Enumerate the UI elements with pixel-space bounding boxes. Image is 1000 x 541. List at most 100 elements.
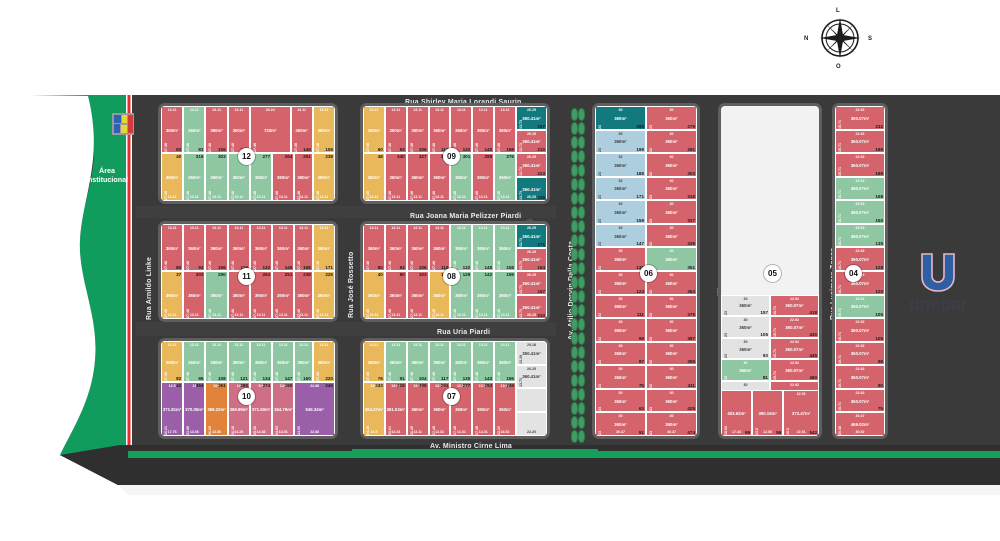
lot[interactable]: 13.11 360m² 27.48 40 bbox=[161, 153, 184, 201]
lot[interactable]: 26.25 360.41m² 13.73 210 bbox=[516, 129, 547, 153]
lot[interactable]: 13.11 360m² 27.48 264 bbox=[249, 271, 273, 319]
lot[interactable]: 30 360m² 23 303 bbox=[646, 153, 697, 177]
lot[interactable]: 13.11 360m² 27.48 95 bbox=[183, 341, 206, 383]
lot[interactable]: 26.25 360.41m² 13.73 bbox=[516, 364, 547, 388]
lot[interactable]: 13.11 360m² 27.48 48 bbox=[363, 153, 385, 201]
lot[interactable]: 13.11 360m² 27.48 37 bbox=[161, 271, 184, 319]
block-number-badge[interactable]: 04 bbox=[845, 265, 862, 282]
lot[interactable]: 22.92 360.07m² 15.71 150 bbox=[835, 200, 885, 224]
lot[interactable]: 13.11 360m² 27.48 108 bbox=[205, 341, 228, 383]
block[interactable]: 13.11 360m² 27.48 80 13.11 360m² 27.48 93 13.11 3… bbox=[158, 221, 338, 322]
lot[interactable]: 13.11 360m² 27.48 90 bbox=[384, 271, 407, 319]
block-number-badge[interactable]: 11 bbox=[238, 268, 255, 285]
lot[interactable]: 13.11 14.31 360m² 27.48 263 bbox=[472, 382, 495, 436]
lot[interactable]: 22.92 360.07m² 15.71 430 bbox=[770, 316, 819, 338]
lot[interactable]: 30 360m² 23 157 bbox=[721, 294, 770, 317]
lot[interactable]: 13.11 360m² 27.48 103 bbox=[406, 271, 429, 319]
lot[interactable] bbox=[516, 388, 547, 412]
lot[interactable]: 13.11 360m² 27.48 119 bbox=[227, 224, 250, 272]
lot[interactable]: 13.11 360m² 27.48 80 bbox=[363, 224, 385, 272]
lot[interactable]: 13.11 360m² 27.48 93 bbox=[183, 224, 206, 272]
lot[interactable]: 30 360m² 23 111 bbox=[595, 294, 646, 319]
block-number-badge[interactable]: 07 bbox=[443, 388, 460, 405]
lot[interactable]: 13.11 360m² 27.48 146 bbox=[290, 106, 313, 154]
lot[interactable]: 13.11 360m² 27.48 145 bbox=[472, 224, 495, 272]
lot[interactable]: 22.92 22.91 373.47m² 15.5 543 bbox=[783, 390, 819, 436]
lot[interactable]: 13.11 360m² 27.48 251 bbox=[272, 271, 295, 319]
lot[interactable]: 30 360m² 23 123 bbox=[595, 271, 646, 295]
lot[interactable]: 13.11 360m² 27.48 117 bbox=[428, 341, 451, 383]
lot[interactable]: 26.24 720m² 27.48 bbox=[249, 106, 291, 154]
lot[interactable]: 22.92 360.07m² 15.71 445 bbox=[770, 337, 819, 360]
lot[interactable]: 13.11 360m² 27.48 220 bbox=[312, 341, 335, 383]
lot[interactable]: 22.92 360.07m² 15.71 75 bbox=[835, 388, 885, 413]
lot[interactable]: 13.11 360m² 27.48 132 bbox=[450, 224, 473, 272]
lot[interactable]: 30 360m² 23 339 bbox=[646, 223, 697, 248]
lot[interactable]: 30.47 30.92 469.02m² 20.48 bbox=[835, 412, 885, 436]
lot[interactable]: 22.92 360.07m² 15.71 168 bbox=[835, 176, 885, 201]
lot[interactable]: 13.11 360m² 27.48 277 bbox=[249, 153, 273, 201]
lot[interactable]: 13.11 360m² 27.48 140 bbox=[472, 106, 495, 154]
lot[interactable]: 30 360m² 23 199 bbox=[595, 129, 646, 154]
lot[interactable]: 13.11 360m² 27.48 106 bbox=[406, 224, 429, 272]
lot[interactable]: 30 360m² 23 291 bbox=[646, 129, 697, 154]
lot[interactable]: 13.11 360m² 27.48 327 bbox=[406, 153, 429, 201]
block-number-badge[interactable]: 05 bbox=[764, 265, 781, 282]
lot[interactable]: 13.11 360m² 27.48 171 bbox=[312, 224, 335, 272]
lot[interactable]: 26.25 360.41m² 13.73 197 bbox=[516, 106, 547, 130]
lot[interactable]: 13.8 13.56 368.22m² 26.65 361 bbox=[205, 382, 228, 436]
lot[interactable]: 12.5 17.76 371.81m² 20.21 42 bbox=[161, 382, 184, 436]
lot[interactable]: 13.11 360m² 27.48 130 bbox=[450, 341, 473, 383]
lot[interactable]: 26.25 360.41m² 13.73 184 bbox=[516, 247, 547, 271]
lot[interactable]: 30 360m² 23 399 bbox=[646, 341, 697, 366]
lot[interactable]: 25.18 350.41m² 13.19 bbox=[516, 341, 547, 365]
lot[interactable]: 13.11 360m² 27.48 238 bbox=[294, 271, 313, 319]
lot[interactable]: 13.11 360m² 27.48 83 bbox=[183, 106, 206, 154]
lot[interactable]: 13.11 360m² 27.48 159 bbox=[312, 106, 335, 154]
lot[interactable]: 13.11 360m² 27.48 160 bbox=[294, 341, 313, 383]
block[interactable]: 13.11 360m² 27.48 76 13.11 360m² 27.48 91 13.11 3… bbox=[360, 338, 550, 439]
lot[interactable]: 13.11 360m² 27.48 145 bbox=[272, 224, 295, 272]
lot[interactable]: 13.11 360m² 27.48 288 bbox=[472, 153, 495, 201]
lot[interactable]: 13.11 360m² 27.48 225 bbox=[312, 271, 335, 319]
lot[interactable]: 26.25 360.41m² 13.73 197 bbox=[516, 271, 547, 295]
lot[interactable]: 30 360m² 23 147 bbox=[595, 223, 646, 248]
lot[interactable]: 13.11 360m² 27.48 147 bbox=[272, 341, 295, 383]
lot[interactable]: 14.5 13.51 364.79m² 24.93 260 bbox=[272, 382, 295, 436]
lot[interactable]: 13.11 360m² 27.48 155 bbox=[494, 271, 516, 319]
lot[interactable]: 13.11 360m² 27.48 40 bbox=[363, 271, 385, 319]
block-number-badge[interactable]: 08 bbox=[443, 268, 460, 285]
lot[interactable]: 30 360m² 23 363 bbox=[646, 271, 697, 295]
lot[interactable]: 13.11 360m² 27.48 121 bbox=[227, 341, 250, 383]
lot[interactable]: 13.11 360m² 27.48 132 bbox=[249, 224, 273, 272]
lot[interactable]: 13.11 18.52 360m² 22.20 249 bbox=[494, 382, 516, 436]
lot[interactable]: 17.44 403.62m² 18.66 69 bbox=[721, 390, 753, 436]
lot[interactable]: 13.11 360m² 27.48 238 bbox=[312, 153, 335, 201]
lot[interactable]: 30 360m² 23 159 bbox=[595, 200, 646, 224]
lot[interactable]: 30 360m² 23 93 bbox=[721, 337, 770, 360]
block-number-badge[interactable]: 09 bbox=[443, 148, 460, 165]
lot[interactable]: 22.92 360.07m² 15.71 105 bbox=[835, 294, 885, 319]
lot[interactable]: 30 360m² 23 387 bbox=[646, 318, 697, 342]
lot[interactable]: 13.11 360m² 27.48 303 bbox=[183, 271, 206, 319]
lot[interactable]: 13.11 13.11 360m² 26.45 305 bbox=[406, 382, 429, 436]
lot[interactable]: 13.11 360m² 27.48 264 bbox=[272, 153, 295, 201]
lot[interactable]: 22.92 360.07m² 15.71 90 bbox=[835, 365, 885, 389]
lot[interactable]: 13.11 360m² 27.48 83 bbox=[161, 106, 184, 154]
lot[interactable]: 22.92 360.07m² 15.71 105 bbox=[835, 318, 885, 342]
lot[interactable]: 30 360m² 23 135 bbox=[595, 247, 646, 271]
lot[interactable]: 13.11 360m² 27.48 340 bbox=[384, 153, 407, 201]
lot[interactable]: 22.92 360.07m² 15.71 135 bbox=[835, 223, 885, 248]
lot[interactable]: 22.92 360.07m² 15.71 460 bbox=[770, 359, 819, 381]
lot[interactable]: 22.92 360.07m² 15.71 232 bbox=[835, 106, 885, 130]
lot[interactable]: 13.11 360m² 27.48 93 bbox=[384, 224, 407, 272]
lot[interactable]: 30 360m² 23 327 bbox=[646, 200, 697, 224]
lot[interactable]: 30 360m² 23 81 bbox=[721, 359, 770, 381]
lot[interactable]: 13.11 360m² 27.48 301 bbox=[450, 153, 473, 201]
lot[interactable]: 30 360m² 23 185 bbox=[595, 153, 646, 177]
lot[interactable]: 13.11 360m² 27.48 93 bbox=[384, 106, 407, 154]
lot[interactable]: 30 360m² 23 411 bbox=[646, 365, 697, 389]
lot[interactable]: 13.11 360m² 27.48 316 bbox=[183, 153, 206, 201]
